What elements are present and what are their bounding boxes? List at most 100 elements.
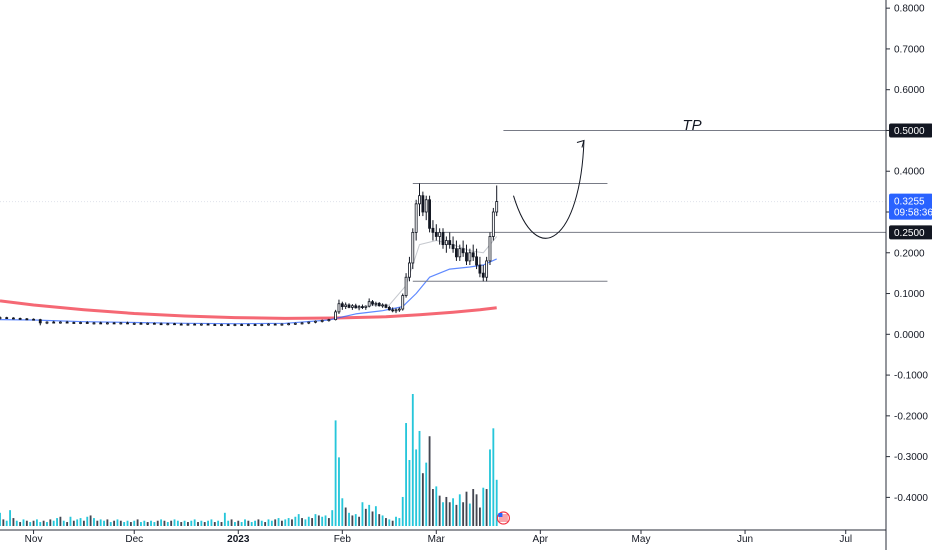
last-price-tag — [889, 193, 932, 220]
volume-bar — [452, 498, 454, 526]
volume-bar — [432, 489, 434, 526]
price-tick-label: -0.1000 — [894, 371, 928, 382]
candle-body — [18, 318, 22, 320]
volume-bar — [475, 494, 478, 526]
volume-bar — [220, 522, 223, 526]
candle-body — [438, 231, 442, 237]
volume-bar — [32, 520, 35, 526]
moving-average-layer — [0, 236, 498, 325]
volume-bar — [297, 514, 300, 526]
volume-layer — [0, 394, 498, 526]
volume-bar — [351, 515, 354, 526]
volume-bar — [425, 462, 428, 526]
volume-bar — [405, 423, 408, 526]
volume-bar — [495, 479, 498, 526]
volume-bar — [478, 507, 481, 526]
volume-bar — [338, 457, 340, 526]
volume-bar — [465, 491, 468, 526]
volume-bar — [260, 520, 263, 526]
candle-body — [12, 317, 15, 320]
volume-bar — [314, 514, 317, 526]
time-tick-label: Dec — [125, 534, 143, 545]
volume-bar — [227, 520, 230, 526]
candle-body — [401, 295, 405, 310]
volume-bar — [401, 496, 404, 526]
candle-body — [126, 322, 129, 325]
volume-bar — [398, 518, 401, 526]
candle-body — [314, 320, 317, 323]
time-tick-label: Nov — [25, 534, 43, 545]
volume-bar — [150, 520, 152, 526]
volume-bar — [418, 430, 421, 526]
tp-label: TP — [682, 117, 701, 134]
candle-body — [458, 248, 462, 258]
volume-bar — [284, 519, 287, 526]
candle-body — [280, 323, 284, 326]
candle-body — [119, 322, 123, 325]
level-price-value: 0.5000 — [894, 126, 925, 137]
level-price-tag — [889, 123, 932, 138]
volume-bar — [187, 522, 189, 526]
candle-body — [361, 306, 364, 308]
candle-body — [391, 309, 395, 312]
last-price-value: 0.3255 — [894, 197, 925, 208]
volume-bar — [294, 516, 297, 526]
candle-body — [45, 321, 49, 324]
candle-body — [471, 252, 475, 258]
volume-bar — [193, 519, 196, 526]
slow-moving-average-line — [0, 299, 497, 320]
candle-body — [59, 321, 62, 324]
volume-bar — [203, 522, 206, 526]
volume-bar — [56, 518, 58, 526]
candle-body — [451, 244, 455, 250]
drawings-layer: TP — [496, 117, 702, 525]
volume-bar — [244, 519, 246, 526]
candle-body — [193, 323, 197, 326]
volume-bar — [79, 518, 82, 526]
candle-body — [206, 323, 210, 326]
candle-body — [132, 322, 136, 325]
volume-bar — [385, 518, 387, 526]
candle-body — [387, 306, 391, 311]
volume-bar — [277, 518, 280, 526]
flag-canton — [498, 513, 503, 517]
candle-body — [152, 322, 156, 325]
volume-bar — [317, 515, 320, 526]
candle-body — [186, 323, 190, 326]
volume-bar — [482, 487, 485, 526]
volume-bar — [395, 516, 397, 526]
candle-body — [166, 323, 170, 326]
candle-body — [481, 272, 485, 278]
volume-bar — [99, 519, 102, 526]
candle-body — [364, 305, 368, 308]
candle-body — [179, 323, 183, 326]
candle-body — [293, 322, 297, 325]
volume-bar — [35, 519, 38, 526]
candle-body — [354, 305, 358, 309]
time-tick-label: Jul — [839, 534, 852, 545]
candle-body — [334, 311, 338, 321]
volume-bar — [448, 502, 451, 526]
candle-body — [85, 322, 89, 324]
candle-body — [253, 324, 257, 326]
volume-bar — [59, 516, 62, 526]
volume-bar — [378, 514, 381, 526]
volume-bar — [361, 502, 364, 526]
volume-bar — [176, 520, 179, 526]
candle-body — [404, 276, 408, 296]
volume-bar — [69, 516, 72, 526]
candle-body — [367, 301, 371, 307]
candle-body — [461, 248, 465, 254]
candle-body — [488, 236, 492, 262]
volume-bar — [217, 520, 220, 526]
candle-body — [32, 318, 35, 321]
candle-body — [320, 320, 324, 322]
candle-body — [397, 308, 401, 311]
candle-body — [246, 324, 250, 326]
volume-bar — [354, 514, 357, 526]
volume-bar — [364, 508, 367, 526]
volume-bar — [267, 519, 270, 526]
volume-bar — [19, 522, 22, 526]
countdown-timer: 09:58:36 — [894, 208, 932, 219]
